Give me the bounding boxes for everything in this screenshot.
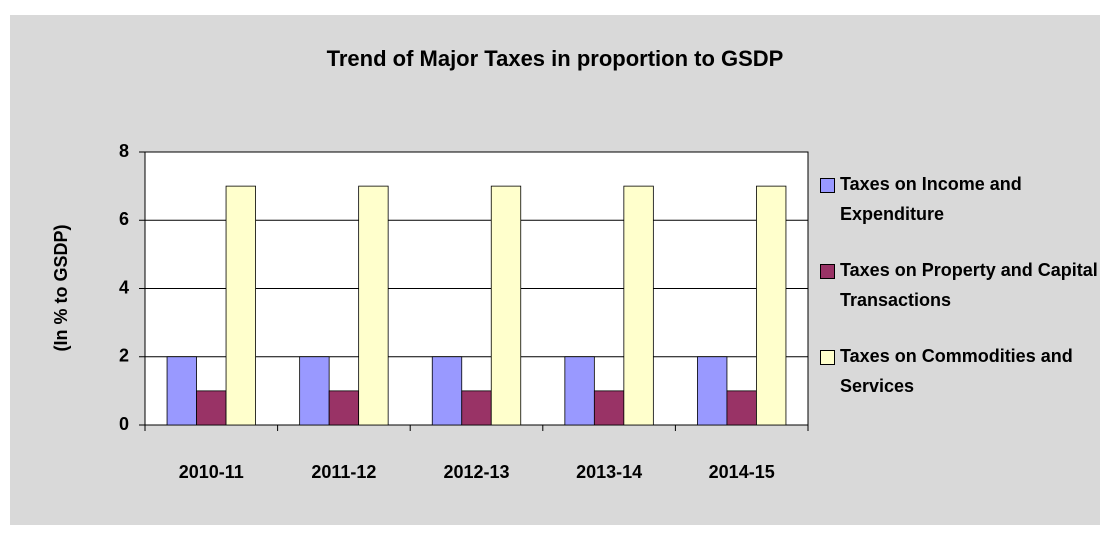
y-tick-label: 6: [119, 209, 129, 229]
x-tick-label: 2011-12: [311, 462, 376, 482]
legend-swatch: [820, 178, 835, 193]
bar: [490, 185, 522, 426]
bar: [461, 390, 492, 426]
bar: [328, 390, 360, 426]
bar: [166, 356, 197, 426]
y-tick-label: 0: [119, 414, 129, 434]
bar: [225, 185, 256, 426]
bar: [564, 356, 595, 426]
legend-label: Taxes on Income and Expenditure: [840, 174, 1022, 224]
y-axis-label: (In % to GSDP): [51, 225, 71, 352]
y-tick-label: 4: [119, 277, 129, 297]
x-tick-label: 2012-13: [443, 462, 509, 482]
chart-title: Trend of Major Taxes in proportion to GS…: [327, 46, 784, 71]
bar: [299, 356, 330, 426]
y-tick-label: 2: [119, 346, 129, 366]
x-tick-label: 2013-14: [576, 462, 642, 482]
y-tick-label: 8: [119, 141, 129, 161]
legend-label: Taxes on Property and Capital Transactio…: [840, 260, 1098, 310]
legend-swatch: [820, 350, 835, 365]
bar: [593, 390, 625, 426]
bar: [623, 185, 654, 426]
legend-label: Taxes on Commodities and Services: [840, 346, 1073, 396]
x-tick-label: 2014-15: [709, 462, 775, 482]
bar: [196, 390, 227, 426]
bar: [358, 185, 389, 426]
bar: [431, 356, 463, 426]
bar: [697, 356, 728, 426]
bar: [756, 185, 787, 426]
bar: [726, 390, 757, 426]
x-tick-label: 2010-11: [179, 462, 244, 482]
legend-swatch: [820, 264, 835, 279]
